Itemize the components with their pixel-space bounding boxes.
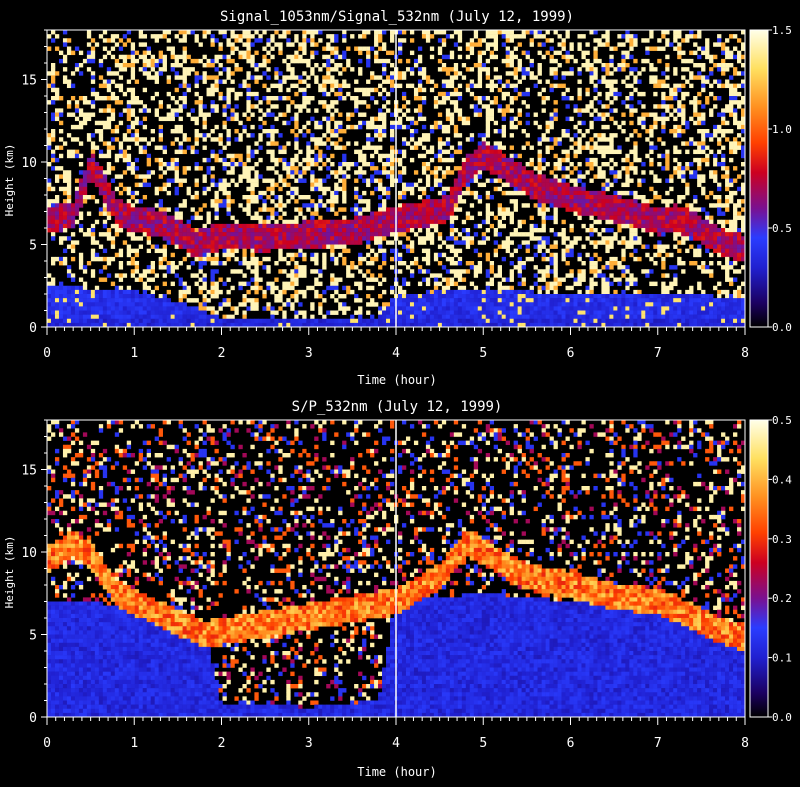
x-tick-label: 5 [479, 736, 487, 751]
panel-1: Signal_1053nm/Signal_532nm (July 12, 199… [3, 9, 792, 387]
x-tick-label: 6 [567, 346, 575, 361]
x-axis-label: Time (hour) [357, 765, 436, 779]
x-tick-label: 3 [305, 736, 313, 751]
x-tick-label: 8 [741, 346, 749, 361]
x-tick-label: 4 [392, 736, 400, 751]
y-axis: 0 5 10 15 [21, 419, 47, 726]
y-tick-label: 5 [29, 629, 37, 644]
x-tick-label: 4 [392, 346, 400, 361]
heatmap-plot [46, 29, 746, 328]
colorbar-tick-label: 0.1 [772, 652, 792, 665]
x-axis: 0 1 2 3 4 5 6 7 8 [43, 717, 749, 751]
y-axis: 0 5 10 15 [21, 29, 47, 336]
colorbar: 0.0 0.1 0.2 0.3 0.4 0.5 [749, 414, 792, 724]
colorbar-tick-label: 0.0 [772, 321, 792, 334]
chart-title: S/P_532nm (July 12, 1999) [292, 399, 503, 415]
x-tick-label: 3 [305, 346, 313, 361]
y-tick-label: 15 [21, 74, 37, 89]
heatmap-plot [46, 419, 746, 718]
heatmap-cells [47, 420, 746, 718]
colorbar-tick-label: 1.5 [772, 24, 792, 37]
y-tick-label: 0 [29, 711, 37, 726]
x-axis: 0 1 2 3 4 5 6 7 8 [43, 327, 749, 361]
colorbar-tick-label: 0.0 [772, 711, 792, 724]
y-axis-label: Height (km) [3, 536, 16, 609]
colorbar-gradient [749, 29, 769, 328]
y-tick-label: 5 [29, 239, 37, 254]
panel-2: S/P_532nm (July 12, 1999) Height (km) Ti… [3, 399, 792, 779]
x-tick-label: 7 [654, 346, 662, 361]
colorbar-tick-label: 0.4 [772, 473, 792, 486]
x-tick-label: 0 [43, 736, 51, 751]
colorbar-tick-label: 1.0 [772, 123, 792, 136]
x-tick-label: 2 [218, 736, 226, 751]
y-tick-label: 10 [21, 546, 37, 561]
colorbar-tick-label: 0.3 [772, 533, 792, 546]
y-tick-label: 10 [21, 156, 37, 171]
x-tick-label: 2 [218, 346, 226, 361]
colorbar-tick-label: 0.2 [772, 592, 792, 605]
heatmap-cells [47, 30, 746, 328]
y-axis-label: Height (km) [3, 144, 16, 217]
x-tick-label: 0 [43, 346, 51, 361]
colorbar-tick-label: 0.5 [772, 222, 792, 235]
chart-title: Signal_1053nm/Signal_532nm (July 12, 199… [220, 9, 574, 25]
x-tick-label: 1 [130, 346, 138, 361]
x-tick-label: 5 [479, 346, 487, 361]
x-axis-label: Time (hour) [357, 373, 436, 387]
x-tick-label: 6 [567, 736, 575, 751]
y-tick-label: 15 [21, 464, 37, 479]
x-tick-label: 1 [130, 736, 138, 751]
x-tick-label: 8 [741, 736, 749, 751]
colorbar: 0.0 0.5 1.0 1.5 [749, 24, 792, 334]
colorbar-gradient [749, 419, 769, 718]
colorbar-tick-label: 0.5 [772, 414, 792, 427]
x-tick-label: 7 [654, 736, 662, 751]
y-tick-label: 0 [29, 321, 37, 336]
